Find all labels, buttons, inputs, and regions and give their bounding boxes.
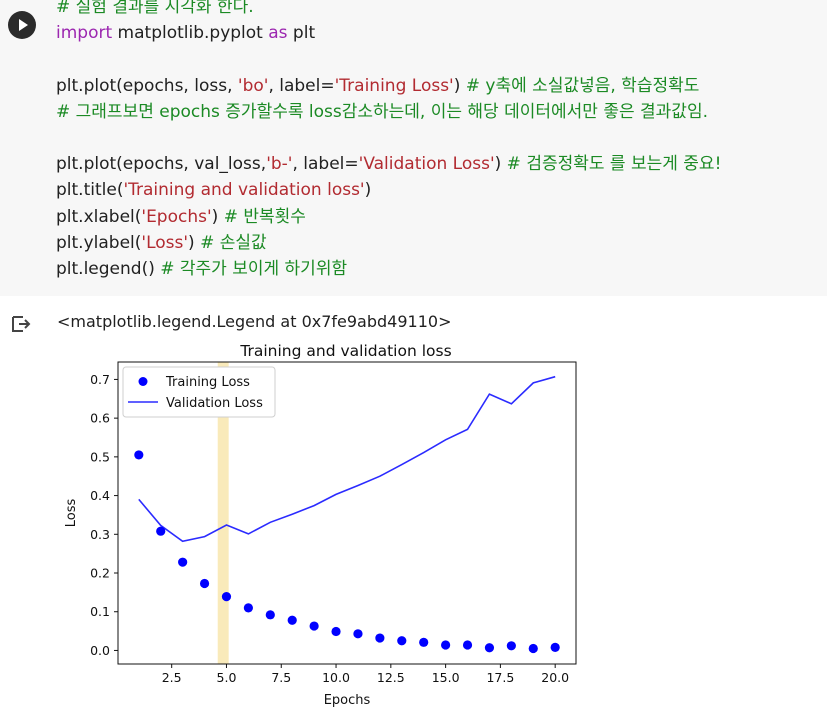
code-text: , label= bbox=[292, 154, 359, 175]
training-loss-point bbox=[397, 636, 407, 646]
training-loss-point bbox=[331, 626, 341, 637]
legend-label-training: Training Loss bbox=[165, 375, 250, 390]
training-loss-point bbox=[506, 641, 516, 651]
code-string: 'Training Loss' bbox=[334, 75, 454, 96]
code-text: plt bbox=[287, 23, 316, 44]
code-text: plt.title( bbox=[56, 180, 124, 201]
code-line: plt.title('Training and validation loss'… bbox=[56, 177, 721, 203]
code-text: , label= bbox=[268, 75, 335, 96]
code-text: plt.plot(epochs, val_loss, bbox=[56, 154, 267, 175]
x-tick-label: 2.5 bbox=[162, 670, 182, 685]
y-tick-label: 0.0 bbox=[90, 643, 110, 658]
legend-marker-training bbox=[138, 377, 148, 386]
code-text: plt.ylabel( bbox=[56, 232, 142, 253]
training-loss-point bbox=[484, 643, 495, 653]
plot-frame bbox=[117, 361, 577, 665]
x-tick-label: 7.5 bbox=[271, 670, 291, 685]
code-comment: # 실험 결과를 시각화 한다. bbox=[56, 0, 254, 17]
legend: Training Loss Validation Loss bbox=[122, 366, 276, 418]
code-comment: # 검증정확도 를 보는게 중요! bbox=[506, 154, 722, 175]
legend-label-validation: Validation Loss bbox=[166, 396, 263, 411]
training-loss-point bbox=[550, 642, 560, 652]
training-loss-point bbox=[375, 633, 385, 643]
loss-chart: Training and validation loss 2.5 5.0 7.5 10… bbox=[64, 342, 577, 708]
highlight-band bbox=[217, 362, 229, 664]
code-line: plt.plot(epochs, val_loss,'b-', label='V… bbox=[56, 151, 721, 177]
code-comment: # 그래프보면 epochs 증가할수록 loss감소하는데, 이는 해당 데이… bbox=[56, 101, 708, 122]
training-loss-point bbox=[221, 592, 232, 602]
training-loss-point bbox=[265, 610, 275, 620]
y-tick-label: 0.3 bbox=[90, 527, 110, 542]
y-tick-label: 0.4 bbox=[90, 488, 110, 503]
x-tick-label: 5.0 bbox=[217, 670, 237, 685]
y-axis-label: Loss bbox=[64, 499, 79, 528]
code-editor[interactable]: # 실험 결과를 시각화 한다. import matplotlib.pyplot… bbox=[56, 0, 721, 282]
code-text: ) bbox=[211, 206, 224, 227]
y-tick-label: 0.6 bbox=[90, 411, 110, 426]
y-tick-label: 0.1 bbox=[90, 604, 110, 619]
code-keyword: import bbox=[56, 23, 113, 44]
training-loss-point bbox=[441, 640, 451, 650]
training-loss-point bbox=[287, 615, 297, 625]
training-loss-point bbox=[243, 603, 253, 613]
y-tick-label: 0.7 bbox=[90, 372, 110, 387]
code-comment: # 반복횟수 bbox=[223, 206, 306, 227]
code-line bbox=[56, 125, 721, 151]
code-comment: # 손실값 bbox=[200, 232, 267, 253]
code-line: plt.ylabel('Loss') # 손실값 bbox=[56, 230, 721, 256]
code-line: # 실험 결과를 시각화 한다. bbox=[56, 0, 721, 20]
x-tick-label: 17.5 bbox=[486, 670, 514, 685]
output-arrow-icon[interactable] bbox=[11, 315, 31, 333]
code-line: import matplotlib.pyplot as plt bbox=[56, 20, 721, 46]
code-text: plt.xlabel( bbox=[56, 206, 142, 227]
code-line: # 그래프보면 epochs 증가할수록 loss감소하는데, 이는 해당 데이… bbox=[56, 99, 721, 125]
code-string: 'Epochs' bbox=[141, 206, 212, 227]
training-loss-point bbox=[462, 640, 473, 650]
chart-title: Training and validation loss bbox=[239, 342, 451, 360]
code-text: matplotlib.pyplot bbox=[112, 23, 269, 44]
y-tick-label: 0.5 bbox=[90, 449, 110, 464]
code-line: plt.plot(epochs, loss, 'bo', label='Trai… bbox=[56, 73, 721, 99]
x-tick-label: 10.0 bbox=[322, 670, 350, 685]
code-line: plt.legend() # 각주가 보이게 하기위함 bbox=[56, 256, 721, 282]
code-string: 'Validation Loss' bbox=[358, 154, 495, 175]
code-string: 'bo' bbox=[237, 75, 269, 96]
code-string: 'b-' bbox=[266, 154, 293, 175]
training-loss-point bbox=[134, 450, 144, 460]
output-text: <matplotlib.legend.Legend at 0x7fe9abd49… bbox=[57, 312, 452, 331]
code-text: ) bbox=[494, 154, 507, 175]
code-line: plt.xlabel('Epochs') # 반복횟수 bbox=[56, 204, 721, 230]
training-loss-point bbox=[156, 526, 166, 536]
code-text: plt.plot(epochs, loss, bbox=[56, 75, 238, 96]
x-tick-label: 20.0 bbox=[541, 670, 569, 685]
code-line bbox=[56, 46, 721, 72]
training-loss-point bbox=[353, 629, 363, 639]
code-comment: # 각주가 보이게 하기위함 bbox=[160, 258, 348, 279]
code-string: 'Loss' bbox=[141, 232, 189, 253]
code-text: plt.legend() bbox=[56, 258, 161, 279]
training-loss-point bbox=[419, 637, 429, 647]
code-text: ) bbox=[364, 180, 372, 201]
x-tick-label: 12.5 bbox=[377, 670, 405, 685]
code-string: 'Training and validation loss' bbox=[123, 180, 365, 201]
code-keyword: as bbox=[268, 23, 288, 44]
validation-loss-line bbox=[138, 375, 556, 543]
training-loss-point bbox=[178, 557, 188, 567]
training-loss-point bbox=[309, 621, 319, 631]
training-loss-point bbox=[199, 578, 210, 589]
x-axis-label: Epochs bbox=[324, 693, 371, 708]
run-cell-button[interactable] bbox=[8, 11, 36, 39]
code-cell[interactable]: # 실험 결과를 시각화 한다. import matplotlib.pyplot… bbox=[0, 0, 827, 296]
legend-box bbox=[122, 366, 276, 418]
x-tick-label: 15.0 bbox=[432, 670, 460, 685]
training-loss-point bbox=[528, 643, 538, 654]
code-text: ) bbox=[188, 232, 201, 253]
code-text: ) bbox=[453, 75, 466, 96]
code-comment: # y축에 소실값넣음, 학습정확도 bbox=[465, 75, 700, 96]
y-tick-label: 0.2 bbox=[90, 566, 110, 581]
